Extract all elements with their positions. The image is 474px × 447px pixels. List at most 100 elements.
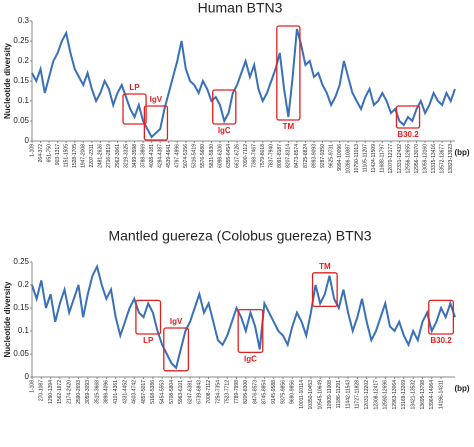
x-tick-label: 2207-2311 bbox=[89, 144, 95, 168]
x-tick-label: 8205-8300 bbox=[243, 380, 249, 404]
x-tick-label: 8091-8187 bbox=[277, 144, 283, 168]
x-tick-label: 9994-10096 bbox=[337, 144, 343, 171]
chart-title: Human BTN3 bbox=[198, 0, 283, 16]
x-tick-label: 7008-7112 bbox=[206, 380, 212, 404]
x-tick-label: 4331-4452 bbox=[122, 380, 128, 404]
x-tick-label: 6739-6843 bbox=[197, 380, 203, 404]
x-tick-label: 270-1087 bbox=[39, 380, 45, 401]
annotation-label: LP bbox=[129, 83, 140, 92]
annotation-label: LP bbox=[143, 336, 154, 345]
annotation-label: IgV bbox=[170, 317, 183, 326]
x-tick-label: 13964-14064 bbox=[429, 380, 435, 410]
x-tick-label: 13315-13416 bbox=[431, 144, 437, 174]
x-tick-label: 10011-10114 bbox=[299, 380, 305, 409]
annotation-label: TM bbox=[319, 262, 331, 271]
x-tick-label: 3788-3869 bbox=[140, 144, 146, 168]
x-tick-label: 2174-2420 bbox=[67, 380, 73, 404]
x-tick-label: 1-108 bbox=[29, 380, 35, 393]
x-tick-label: 5074-5156 bbox=[183, 144, 189, 168]
y-tick-label: 0.2 bbox=[18, 56, 30, 65]
x-tick-label: 1-109 bbox=[29, 144, 35, 157]
annotation-box bbox=[135, 299, 162, 335]
annotation-box bbox=[395, 105, 421, 129]
y-tick-label: 0.05 bbox=[13, 116, 29, 125]
x-tick-label: 11105-11207 bbox=[363, 144, 369, 173]
x-tick-label: 6247-6381 bbox=[187, 380, 193, 404]
data-line bbox=[31, 263, 456, 370]
y-tick-label: 0 bbox=[25, 136, 30, 145]
annotation-label: IgC bbox=[218, 126, 231, 135]
annotation-box bbox=[163, 327, 190, 372]
y-tick-label: 0.05 bbox=[13, 349, 29, 358]
x-tick-label: 6098-6206 bbox=[217, 144, 223, 168]
x-tick-label: 5708-5804 bbox=[169, 380, 175, 404]
annotation-label: B30.2 bbox=[397, 130, 419, 139]
x-tick-label: 2481-2626 bbox=[98, 144, 104, 168]
x-tick-label: 7254-7354 bbox=[215, 380, 221, 404]
annotation-box bbox=[428, 299, 455, 335]
y-tick-label: 0 bbox=[25, 372, 30, 381]
y-tick-label: 0.25 bbox=[13, 36, 29, 45]
x-axis-label: (bp) bbox=[454, 148, 469, 157]
annotation-label: IgC bbox=[244, 355, 257, 364]
y-axis-label: Nucleotide diversity bbox=[3, 281, 12, 358]
x-tick-label: 5831-5930 bbox=[209, 144, 215, 168]
x-tick-label: 4857-5017 bbox=[141, 380, 147, 404]
x-tick-label: 9690-9856 bbox=[290, 380, 296, 404]
x-tick-label: 10545-10649 bbox=[318, 380, 324, 410]
x-tick-label: 4797-4996 bbox=[175, 144, 181, 168]
x-axis-label: (bp) bbox=[454, 384, 469, 393]
x-tick-label: 11727-11828 bbox=[355, 380, 361, 409]
x-tick-label: 1562-1972 bbox=[57, 380, 63, 404]
x-tick-label: 13421-13532 bbox=[410, 380, 416, 410]
x-tick-label: 7368-7467 bbox=[252, 144, 258, 168]
x-tick-label: 3219-3325 bbox=[123, 144, 129, 168]
x-tick-label: 3898-4096 bbox=[104, 380, 110, 404]
x-tick-label: 5168-5386 bbox=[150, 380, 156, 404]
x-tick-label: 1947-2008 bbox=[81, 144, 87, 168]
y-tick-label: 0.2 bbox=[18, 280, 30, 289]
x-tick-label: 3059-3093 bbox=[85, 380, 91, 404]
chart-title: Mantled guereza (Colobus guereza) BTN3 bbox=[108, 228, 371, 244]
x-tick-label: 1528-1705 bbox=[72, 144, 78, 168]
x-tick-label: 5316-5419 bbox=[192, 144, 198, 168]
annotation-label: IgV bbox=[150, 95, 163, 104]
x-tick-label: 11442-11543 bbox=[345, 380, 351, 409]
x-tick-label: 2590-2693 bbox=[76, 380, 82, 404]
annotation-box bbox=[311, 272, 338, 308]
x-tick-label: 3515-3668 bbox=[94, 380, 100, 404]
x-tick-label: 1290-1394 bbox=[48, 380, 54, 404]
x-tick-label: 2962-3061 bbox=[115, 144, 121, 168]
x-tick-label: 903-1317 bbox=[55, 144, 61, 165]
x-tick-label: 9145-9588 bbox=[271, 380, 277, 404]
x-tick-label: 4028-4181 bbox=[149, 144, 155, 168]
x-tick-label: 10350-10453 bbox=[308, 380, 314, 410]
x-tick-label: 6355-6454 bbox=[226, 144, 232, 168]
y-tick-label: 0.25 bbox=[13, 257, 29, 266]
x-tick-label: 7579-8018 bbox=[260, 144, 266, 168]
x-tick-label: 6617-6726 bbox=[234, 144, 240, 168]
x-tick-label: 651-750 bbox=[46, 144, 52, 163]
x-tick-label: 4603-4742 bbox=[132, 380, 138, 404]
x-tick-label: 1151-1505 bbox=[64, 144, 70, 168]
x-tick-label: 12070-12177 bbox=[388, 144, 394, 174]
x-tick-label: 13572-13677 bbox=[440, 144, 446, 174]
annotation-box bbox=[276, 25, 301, 121]
x-tick-label: 12308-12417 bbox=[373, 380, 379, 410]
x-tick-label: 12331-12432 bbox=[397, 144, 403, 174]
x-tick-label: 7789-7998 bbox=[234, 380, 240, 404]
x-tick-label: 8207-8314 bbox=[286, 144, 292, 168]
x-tick-label: 12556-12655 bbox=[405, 144, 411, 174]
annotation-box bbox=[143, 105, 169, 141]
y-tick-label: 0.1 bbox=[18, 96, 30, 105]
x-tick-label: 10790-11013 bbox=[354, 144, 360, 173]
x-tick-label: 8476-8573 bbox=[252, 380, 258, 404]
y-tick-label: 0.1 bbox=[18, 326, 30, 335]
x-tick-label: 14196-14311 bbox=[438, 380, 444, 409]
x-tick-label: 12963-13064 bbox=[392, 380, 398, 410]
x-tick-label: 12590-12696 bbox=[383, 380, 389, 410]
y-tick-label: 0.3 bbox=[18, 16, 30, 25]
x-tick-label: 7523-7712 bbox=[225, 380, 231, 404]
x-tick-label: 13823-13923 bbox=[448, 144, 454, 174]
